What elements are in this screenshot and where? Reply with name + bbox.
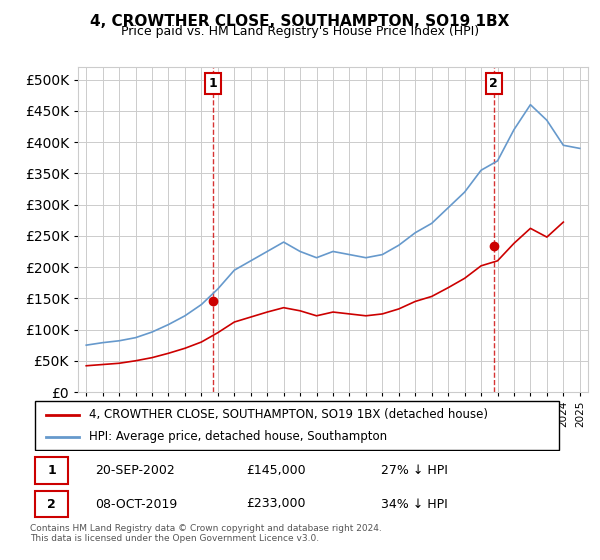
Text: 2: 2 — [490, 77, 498, 90]
Text: 1: 1 — [209, 77, 218, 90]
Text: 08-OCT-2019: 08-OCT-2019 — [95, 497, 177, 511]
Text: 20-SEP-2002: 20-SEP-2002 — [95, 464, 175, 477]
Text: HPI: Average price, detached house, Southampton: HPI: Average price, detached house, Sout… — [89, 430, 388, 443]
Text: Contains HM Land Registry data © Crown copyright and database right 2024.
This d: Contains HM Land Registry data © Crown c… — [30, 524, 382, 543]
Text: 34% ↓ HPI: 34% ↓ HPI — [381, 497, 448, 511]
Text: 4, CROWTHER CLOSE, SOUTHAMPTON, SO19 1BX (detached house): 4, CROWTHER CLOSE, SOUTHAMPTON, SO19 1BX… — [89, 408, 488, 421]
Text: Price paid vs. HM Land Registry's House Price Index (HPI): Price paid vs. HM Land Registry's House … — [121, 25, 479, 38]
FancyBboxPatch shape — [35, 457, 68, 484]
Text: 2: 2 — [47, 497, 56, 511]
FancyBboxPatch shape — [35, 491, 68, 517]
Text: 27% ↓ HPI: 27% ↓ HPI — [381, 464, 448, 477]
Text: 1: 1 — [47, 464, 56, 477]
Text: £145,000: £145,000 — [246, 464, 305, 477]
Text: 4, CROWTHER CLOSE, SOUTHAMPTON, SO19 1BX: 4, CROWTHER CLOSE, SOUTHAMPTON, SO19 1BX — [91, 14, 509, 29]
Text: £233,000: £233,000 — [246, 497, 305, 511]
FancyBboxPatch shape — [35, 402, 559, 450]
